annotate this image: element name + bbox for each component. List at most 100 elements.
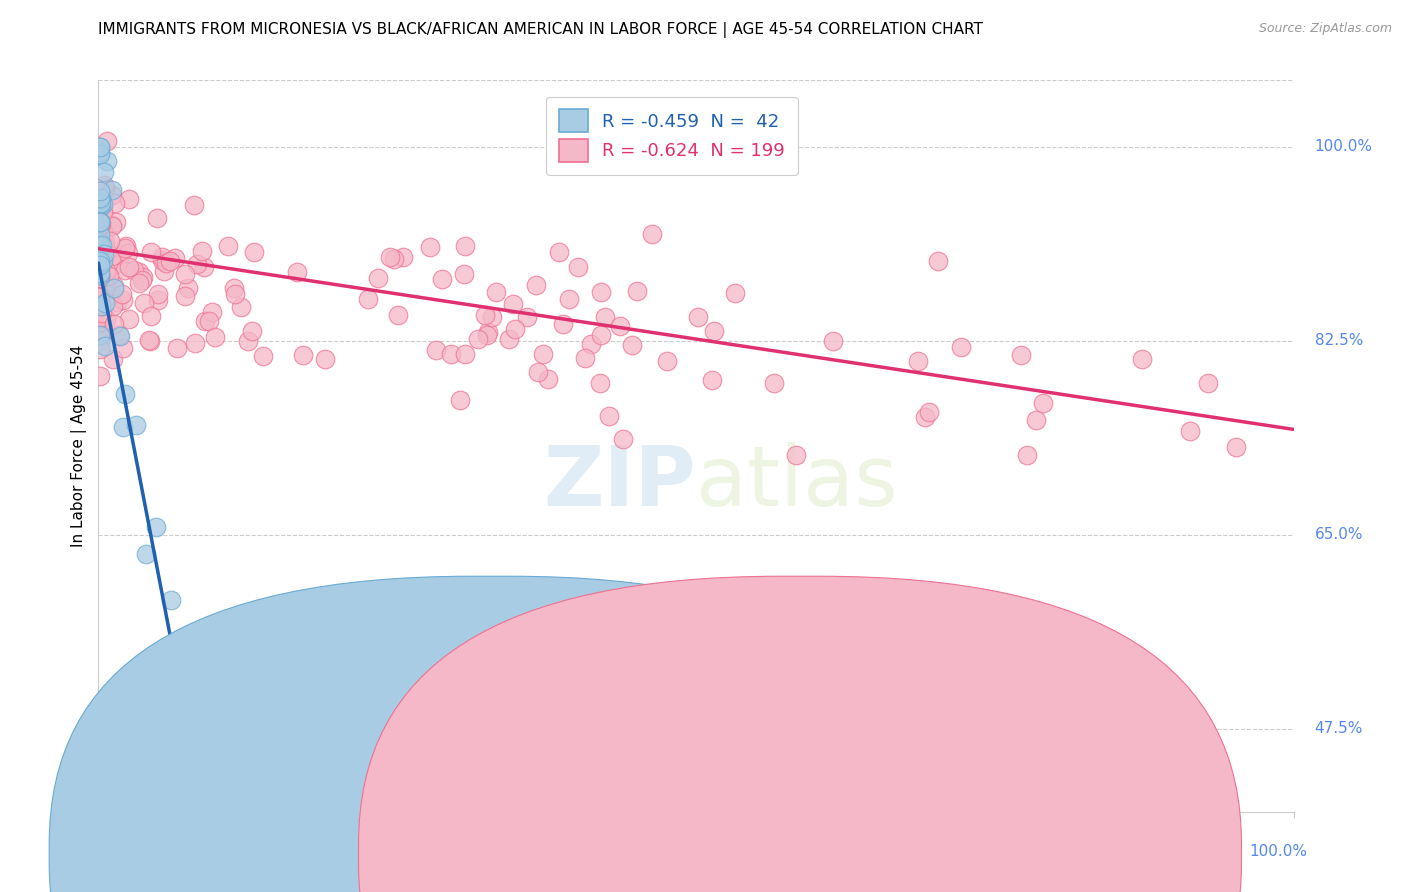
Point bbox=[100, 183, 122, 197]
Point bbox=[134, 295, 156, 310]
Point bbox=[145, 520, 167, 534]
Point bbox=[89, 342, 111, 356]
Text: 100.0%: 100.0% bbox=[1250, 845, 1308, 859]
Point bbox=[89, 195, 111, 210]
Point bbox=[553, 317, 575, 331]
Text: 47.5%: 47.5% bbox=[1315, 721, 1362, 736]
Point bbox=[96, 268, 118, 283]
Point bbox=[96, 153, 118, 168]
Point bbox=[90, 269, 112, 284]
Point bbox=[90, 257, 112, 271]
Point bbox=[90, 254, 112, 268]
Point bbox=[285, 265, 308, 279]
Point bbox=[432, 272, 454, 286]
Point bbox=[150, 250, 173, 264]
Point bbox=[502, 297, 524, 311]
Text: Blacks/African Americans: Blacks/African Americans bbox=[827, 847, 1021, 861]
Point bbox=[612, 433, 634, 447]
Point bbox=[93, 196, 115, 211]
Point bbox=[150, 253, 173, 268]
Point bbox=[89, 263, 111, 277]
Point bbox=[477, 325, 499, 339]
Point bbox=[481, 310, 503, 324]
Point bbox=[467, 332, 489, 346]
Point bbox=[581, 336, 603, 351]
Point bbox=[89, 289, 111, 303]
Point bbox=[89, 236, 111, 251]
Point bbox=[132, 269, 155, 284]
Point bbox=[217, 239, 239, 253]
Point bbox=[89, 306, 111, 320]
Point bbox=[138, 333, 160, 347]
Point bbox=[700, 373, 723, 387]
Point bbox=[177, 281, 200, 295]
Point bbox=[89, 257, 111, 271]
Point bbox=[224, 281, 246, 295]
Point bbox=[101, 187, 124, 202]
Point bbox=[292, 348, 315, 362]
Point bbox=[1180, 425, 1202, 439]
Point bbox=[108, 328, 131, 343]
Point bbox=[392, 250, 415, 264]
Point bbox=[367, 270, 389, 285]
Point bbox=[89, 327, 111, 342]
Point bbox=[112, 341, 135, 355]
Point bbox=[314, 351, 336, 366]
Point bbox=[724, 285, 747, 300]
Point bbox=[90, 258, 112, 272]
Point bbox=[558, 292, 581, 306]
Point bbox=[89, 290, 111, 304]
Point bbox=[89, 260, 111, 275]
Point bbox=[626, 284, 648, 298]
Point bbox=[1225, 440, 1247, 454]
Point bbox=[449, 392, 471, 407]
Point bbox=[93, 178, 115, 193]
Point bbox=[89, 197, 111, 211]
Point bbox=[104, 215, 127, 229]
Point bbox=[101, 351, 124, 366]
Point bbox=[118, 311, 141, 326]
Point bbox=[128, 265, 150, 279]
Point bbox=[93, 164, 115, 178]
Point bbox=[112, 420, 135, 434]
Point bbox=[574, 351, 596, 366]
Point bbox=[89, 217, 111, 231]
Point bbox=[89, 221, 111, 235]
Point bbox=[90, 300, 112, 314]
Point bbox=[139, 334, 162, 348]
Point bbox=[94, 181, 117, 195]
Text: atlas: atlas bbox=[696, 442, 897, 523]
Point bbox=[183, 198, 205, 212]
Point bbox=[153, 264, 176, 278]
Point bbox=[94, 263, 117, 277]
Point bbox=[198, 313, 221, 327]
Point bbox=[823, 334, 845, 348]
Point bbox=[89, 140, 111, 154]
Point bbox=[89, 269, 111, 284]
Point bbox=[547, 245, 569, 260]
Point bbox=[146, 293, 169, 307]
Point bbox=[204, 330, 226, 344]
Point bbox=[91, 204, 114, 219]
Point bbox=[89, 259, 111, 273]
Point bbox=[89, 147, 111, 161]
Point bbox=[114, 238, 136, 252]
Point bbox=[387, 308, 409, 322]
Point bbox=[231, 300, 253, 314]
Point bbox=[90, 246, 112, 260]
Point bbox=[589, 376, 612, 390]
Point bbox=[1032, 396, 1054, 410]
Point bbox=[98, 287, 121, 301]
Point bbox=[763, 376, 786, 391]
Point bbox=[89, 224, 111, 238]
Point bbox=[89, 192, 111, 206]
Point bbox=[98, 268, 121, 283]
Text: 82.5%: 82.5% bbox=[1315, 334, 1362, 348]
Text: IMMIGRANTS FROM MICRONESIA VS BLACK/AFRICAN AMERICAN IN LABOR FORCE | AGE 45-54 : IMMIGRANTS FROM MICRONESIA VS BLACK/AFRI… bbox=[98, 22, 983, 38]
Point bbox=[89, 268, 111, 282]
Point bbox=[242, 245, 264, 260]
Point bbox=[103, 317, 125, 331]
Point bbox=[89, 259, 111, 273]
Point bbox=[184, 335, 207, 350]
Point bbox=[593, 310, 616, 324]
